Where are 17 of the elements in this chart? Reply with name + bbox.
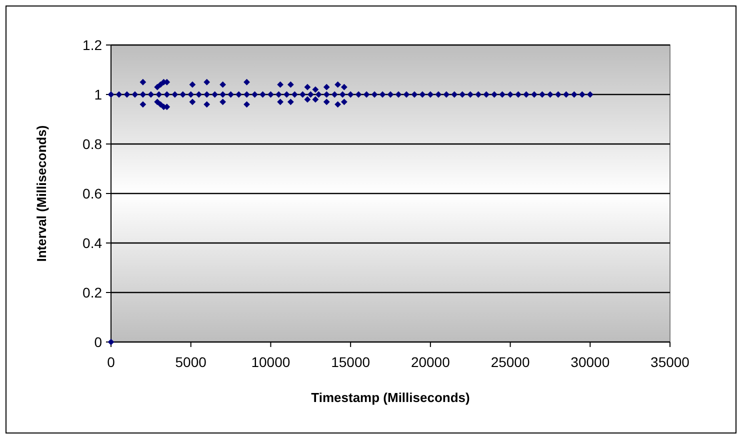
x-tick-label: 20000 — [410, 354, 450, 370]
y-tick-label: 0.2 — [82, 284, 102, 300]
x-tick-label: 10000 — [251, 354, 290, 370]
y-tick-label: 0 — [94, 334, 102, 350]
y-tick-label: 1.2 — [82, 36, 102, 53]
y-tick-label: 0.4 — [82, 234, 102, 251]
x-tick-label: 0 — [107, 354, 116, 370]
x-tick-label: 25000 — [490, 354, 530, 370]
y-axis-title: Interval (Milliseconds) — [34, 125, 49, 262]
y-tick-label: 0.8 — [82, 136, 102, 152]
x-tick-label: 15000 — [331, 354, 370, 370]
x-tick-label: 30000 — [570, 354, 610, 370]
y-tick-label: 1 — [94, 86, 102, 102]
x-tick-label: 35000 — [650, 354, 690, 370]
x-axis-title: Timestamp (Milliseconds) — [311, 390, 470, 405]
y-tick-label: 0.6 — [82, 185, 102, 202]
x-tick-label: 5000 — [175, 354, 207, 370]
